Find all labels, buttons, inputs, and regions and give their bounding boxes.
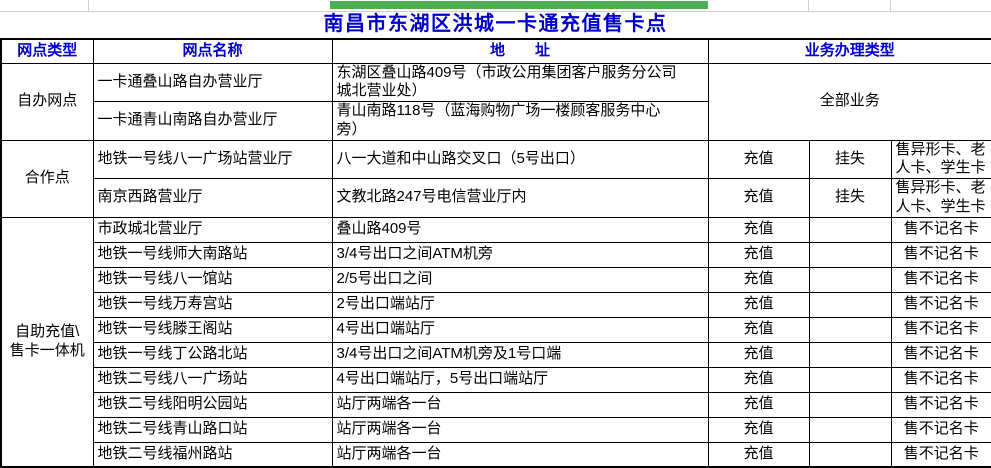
recharge-cell[interactable]: 充值 — [707, 291, 810, 318]
table-row: 自助充值\ 售卡一体机 市政城北营业厅 叠山路409号 充值 售不记名卡 — [0, 216, 991, 468]
col-header-name: 网点名称 — [92, 38, 333, 64]
col-header-business: 业务办理类型 — [707, 38, 991, 64]
outlet-name-cell[interactable]: 地铁二号线八一广场站 — [92, 366, 333, 393]
all-business-cell[interactable]: 全部业务 — [707, 62, 991, 141]
loss-report-cell[interactable] — [808, 391, 892, 418]
outlet-name-cell[interactable]: 一卡通叠山路自办营业厅 — [92, 62, 333, 102]
outlet-name-cell[interactable]: 一卡通青山南路自办营业厅 — [92, 101, 333, 141]
card-sale-cell[interactable]: 售不记名卡 — [890, 416, 991, 443]
outlet-name-cell[interactable]: 南京西路营业厅 — [92, 178, 333, 218]
address-cell[interactable]: 八一大道和中山路交叉口（5号出口） — [331, 139, 709, 179]
card-sale-cell[interactable]: 售不记名卡 — [890, 316, 991, 343]
table-row: 自办网点 一卡通叠山路自办营业厅 东湖区叠山路409号（市政公用集团客户服务分公… — [0, 62, 991, 141]
header-row: 网点类型 网点名称 地 址 业务办理类型 — [0, 38, 991, 64]
green-highlight-cell — [330, 1, 708, 9]
table-row: 地铁二号线八一广场站 4号出口端站厅，5号出口端站厅 充值 售不记名卡 — [1, 366, 991, 393]
gridline — [890, 0, 891, 11]
outlet-name-cell[interactable]: 市政城北营业厅 — [92, 216, 333, 243]
card-sale-cell[interactable]: 售不记名卡 — [890, 391, 991, 418]
page-title: 南昌市东湖区洪城一卡通充值售卡点 — [323, 13, 668, 35]
loss-report-cell[interactable] — [808, 341, 892, 368]
outlet-name-cell[interactable]: 地铁二号线青山路口站 — [92, 416, 333, 443]
section-label-self-service[interactable]: 自助充值\ 售卡一体机 — [0, 216, 94, 468]
outlet-name-cell[interactable]: 地铁一号线八一馆站 — [92, 266, 333, 293]
recharge-cell[interactable]: 充值 — [707, 366, 810, 393]
address-cell[interactable]: 叠山路409号 — [331, 216, 709, 243]
recharge-cell[interactable]: 充值 — [707, 416, 810, 443]
address-cell[interactable]: 东湖区叠山路409号（市政公用集团客户服务分公司 城北营业处） — [331, 62, 709, 102]
outlet-name-cell[interactable]: 地铁二号线阳明公园站 — [92, 391, 333, 418]
table-row: 地铁一号线万寿宫站 2号出口端站厅 充值 售不记名卡 — [1, 291, 991, 318]
loss-report-cell[interactable] — [808, 366, 892, 393]
card-sale-cell[interactable]: 售不记名卡 — [890, 216, 991, 243]
section-label-self-operated[interactable]: 自办网点 — [0, 62, 94, 141]
address-cell[interactable]: 青山南路118号（蓝海购物广场一楼顾客服务中心 旁） — [331, 101, 709, 141]
loss-report-cell[interactable] — [808, 291, 892, 318]
loss-report-cell[interactable] — [808, 316, 892, 343]
loss-report-cell[interactable] — [808, 441, 892, 468]
address-cell[interactable]: 4号出口端站厅，5号出口端站厅 — [331, 366, 709, 393]
recharge-cell[interactable]: 充值 — [707, 391, 810, 418]
table-row: 地铁一号线滕王阁站 4号出口端站厅 充值 售不记名卡 — [1, 316, 991, 343]
loss-report-cell[interactable] — [808, 241, 892, 268]
loss-report-cell[interactable]: 挂失 — [808, 178, 892, 218]
loss-report-cell[interactable] — [808, 416, 892, 443]
outlet-name-cell[interactable]: 地铁二号线福州路站 — [92, 441, 333, 468]
spreadsheet-row-remnant — [0, 0, 991, 12]
address-cell[interactable]: 2/5号出口之间 — [331, 266, 709, 293]
card-sale-cell[interactable]: 售不记名卡 — [890, 366, 991, 393]
address-cell[interactable]: 站厅两端各一台 — [331, 391, 709, 418]
card-sale-cell[interactable]: 售异形卡、老 人卡、学生卡 — [890, 139, 991, 179]
recharge-cell[interactable]: 充值 — [707, 341, 810, 368]
recharge-cell[interactable]: 充值 — [707, 241, 810, 268]
card-sale-cell[interactable]: 售不记名卡 — [890, 341, 991, 368]
address-cell[interactable]: 4号出口端站厅 — [331, 316, 709, 343]
table-row: 地铁二号线阳明公园站 站厅两端各一台 充值 售不记名卡 — [1, 391, 991, 418]
address-cell[interactable]: 2号出口端站厅 — [331, 291, 709, 318]
card-sale-cell[interactable]: 售不记名卡 — [890, 241, 991, 268]
card-outlets-table: 网点类型 网点名称 地 址 业务办理类型 自办网点 一卡通叠山路自办营业厅 东湖… — [0, 38, 991, 468]
address-cell[interactable]: 站厅两端各一台 — [331, 416, 709, 443]
outlet-name-cell[interactable]: 地铁一号线师大南路站 — [92, 241, 333, 268]
loss-report-cell[interactable] — [808, 216, 892, 243]
table-row: 地铁一号线师大南路站 3/4号出口之间ATM机旁 充值 售不记名卡 — [1, 241, 991, 268]
outlet-name-cell[interactable]: 地铁一号线万寿宫站 — [92, 291, 333, 318]
outlet-name-cell[interactable]: 地铁一号线丁公路北站 — [92, 341, 333, 368]
loss-report-cell[interactable] — [808, 266, 892, 293]
outlet-name-cell[interactable]: 地铁一号线八一广场站营业厅 — [92, 139, 333, 179]
address-cell[interactable]: 3/4号出口之间ATM机旁及1号口端 — [331, 341, 709, 368]
table-row: 南京西路营业厅 文教北路247号电信营业厅内 充值 挂失 售异形卡、老 人卡、学… — [1, 178, 991, 218]
outlet-name-cell[interactable]: 地铁一号线滕王阁站 — [92, 316, 333, 343]
address-cell[interactable]: 文教北路247号电信营业厅内 — [331, 178, 709, 218]
table-row: 地铁二号线青山路口站 站厅两端各一台 充值 售不记名卡 — [1, 416, 991, 443]
recharge-cell[interactable]: 充值 — [707, 139, 810, 179]
gridline — [88, 0, 89, 11]
table-row: 地铁一号线丁公路北站 3/4号出口之间ATM机旁及1号口端 充值 售不记名卡 — [1, 341, 991, 368]
gridline — [808, 0, 809, 11]
card-sale-cell[interactable]: 售不记名卡 — [890, 441, 991, 468]
card-sale-cell[interactable]: 售异形卡、老 人卡、学生卡 — [890, 178, 991, 218]
table-row: 合作点 地铁一号线八一广场站营业厅 八一大道和中山路交叉口（5号出口） 充值 挂… — [0, 139, 991, 218]
table-row: 地铁二号线福州路站 站厅两端各一台 充值 售不记名卡 — [1, 441, 991, 468]
recharge-cell[interactable]: 充值 — [707, 266, 810, 293]
recharge-cell[interactable]: 充值 — [707, 441, 810, 468]
loss-report-cell[interactable]: 挂失 — [808, 139, 892, 179]
table-row: 地铁一号线八一馆站 2/5号出口之间 充值 售不记名卡 — [1, 266, 991, 293]
col-header-address: 地 址 — [331, 38, 709, 64]
recharge-cell[interactable]: 充值 — [707, 178, 810, 218]
address-cell[interactable]: 3/4号出口之间ATM机旁 — [331, 241, 709, 268]
card-sale-cell[interactable]: 售不记名卡 — [890, 266, 991, 293]
section-label-partner[interactable]: 合作点 — [0, 139, 94, 218]
recharge-cell[interactable]: 充值 — [707, 216, 810, 243]
address-cell[interactable]: 站厅两端各一台 — [331, 441, 709, 468]
recharge-cell[interactable]: 充值 — [707, 316, 810, 343]
card-sale-cell[interactable]: 售不记名卡 — [890, 291, 991, 318]
col-header-type: 网点类型 — [0, 38, 94, 64]
